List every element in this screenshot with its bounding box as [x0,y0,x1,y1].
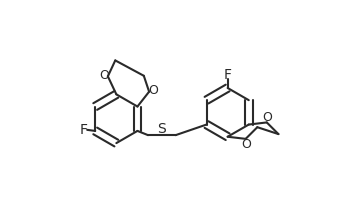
Text: O: O [99,69,109,82]
Text: O: O [241,138,251,151]
Text: O: O [148,84,158,97]
Text: F: F [224,68,232,82]
Text: S: S [157,122,166,136]
Text: O: O [262,111,272,124]
Text: F: F [79,123,87,137]
